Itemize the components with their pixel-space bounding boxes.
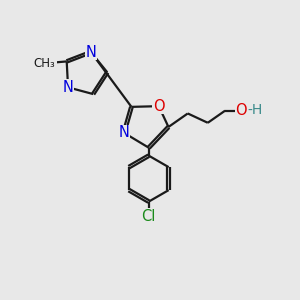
Text: N: N	[85, 45, 96, 60]
Text: O: O	[153, 99, 165, 114]
Text: CH₃: CH₃	[34, 57, 56, 70]
Text: O: O	[236, 103, 247, 118]
Text: N: N	[63, 80, 74, 95]
Text: Cl: Cl	[142, 209, 156, 224]
Text: -H: -H	[247, 103, 262, 117]
Text: N: N	[118, 125, 129, 140]
